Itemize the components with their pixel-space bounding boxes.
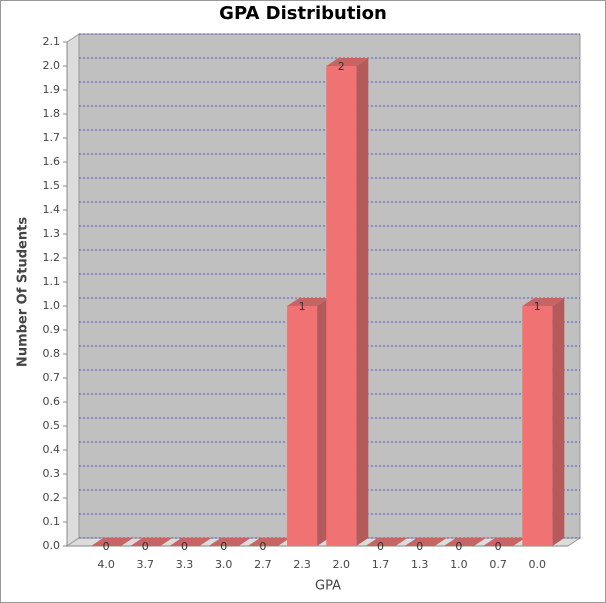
y-tick-label: 2.0 (43, 59, 61, 72)
data-label: 0 (142, 540, 149, 553)
y-tick-label: 1.4 (43, 203, 61, 216)
bar-top (404, 538, 447, 546)
bar-side (356, 58, 369, 546)
bar-top (522, 298, 565, 306)
y-tick-label: 0.9 (43, 323, 61, 336)
y-tick-label: 1.1 (43, 275, 61, 288)
bar-top (326, 58, 369, 66)
x-tick-label: 3.3 (176, 558, 194, 571)
x-tick-label: 0.0 (529, 558, 547, 571)
side-wall (66, 33, 80, 547)
x-tick-label: 2.7 (254, 558, 272, 571)
y-tick-label: 1.8 (43, 107, 61, 120)
bar-top (443, 538, 486, 546)
data-label: 0 (495, 540, 502, 553)
bar-side (552, 298, 565, 546)
y-tick-label: 1.2 (43, 251, 61, 264)
x-tick-label: 2.3 (293, 558, 311, 571)
y-tick-label: 2.1 (43, 35, 61, 48)
x-tick-label: 1.7 (372, 558, 390, 571)
data-label: 0 (259, 540, 266, 553)
data-label: 0 (181, 540, 188, 553)
bar-top (365, 538, 408, 546)
bar-top (287, 298, 330, 306)
data-label: 0 (220, 540, 227, 553)
y-tick-label: 0.7 (43, 371, 61, 384)
y-tick-label: 1.7 (43, 131, 61, 144)
y-tick-label: 1.6 (43, 155, 61, 168)
bar-top (169, 538, 212, 546)
bar (326, 66, 357, 546)
data-label: 0 (416, 540, 423, 553)
y-tick-label: 0.3 (43, 467, 61, 480)
x-tick-label: 3.0 (215, 558, 233, 571)
bar (287, 306, 318, 546)
chart-title: GPA Distribution (219, 3, 387, 24)
y-tick-label: 1.9 (43, 83, 61, 96)
x-tick-label: 3.7 (137, 558, 155, 571)
data-label: 0 (103, 540, 110, 553)
y-tick-label: 1.5 (43, 179, 61, 192)
y-tick-label: 0.2 (43, 491, 61, 504)
y-tick-label: 0.5 (43, 419, 61, 432)
data-label: 2 (338, 60, 345, 73)
bar-top (247, 538, 290, 546)
data-label: 0 (377, 540, 384, 553)
y-tick-label: 1.0 (43, 299, 61, 312)
y-tick-label: 0.6 (43, 395, 61, 408)
y-axis-label: Number Of Students (16, 217, 31, 367)
x-tick-label: 2.0 (333, 558, 351, 571)
bar-top (208, 538, 251, 546)
bar-top (91, 538, 134, 546)
y-tick-label: 0.1 (43, 515, 61, 528)
y-tick-label: 0.8 (43, 347, 61, 360)
x-axis-label: GPA (315, 579, 341, 594)
bar (522, 306, 553, 546)
y-tick-label: 1.3 (43, 227, 61, 240)
x-tick-label: 1.3 (411, 558, 429, 571)
bar-top (130, 538, 173, 546)
data-label: 1 (299, 300, 306, 313)
bar-side (317, 298, 330, 546)
data-label: 1 (534, 300, 541, 313)
x-tick-label: 0.7 (489, 558, 507, 571)
y-tick-label: 0.4 (43, 443, 61, 456)
x-tick-label: 1.0 (450, 558, 468, 571)
x-tick-label: 4.0 (97, 558, 115, 571)
y-tick-label: 0.0 (43, 539, 61, 552)
data-label: 0 (455, 540, 462, 553)
bar-top (483, 538, 526, 546)
